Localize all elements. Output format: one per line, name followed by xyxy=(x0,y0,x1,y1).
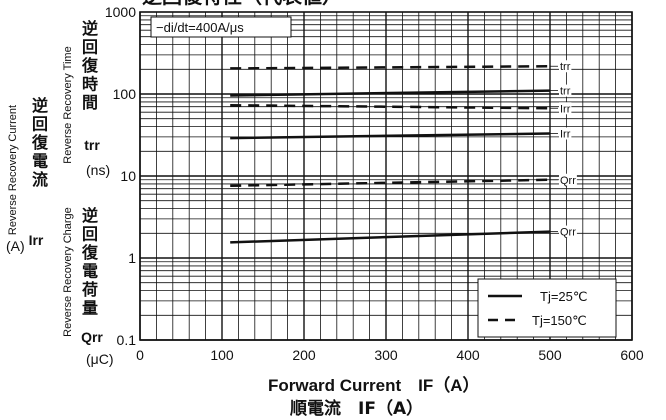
y-label-jp-char: 時 xyxy=(82,75,98,94)
y-label-unit: (A) xyxy=(6,238,25,254)
series-line-irr-25 xyxy=(230,132,551,140)
y-tick-label: 100 xyxy=(113,86,137,102)
x-tick-label: 500 xyxy=(538,347,562,363)
y-label-jp-char: 復 xyxy=(31,133,49,152)
y-tick-label: 1 xyxy=(128,250,136,266)
y-label-jp-char: 回 xyxy=(82,225,98,244)
legend-box xyxy=(477,278,617,338)
y-label-jp-char: 量 xyxy=(82,299,98,318)
legend: Tj=25℃ Tj=150℃ xyxy=(477,278,617,338)
y-label-jp-char: 回 xyxy=(82,38,98,57)
condition-box xyxy=(150,16,292,38)
series-label: Qrr xyxy=(560,227,576,239)
series-label-bg xyxy=(559,84,572,97)
series-label-bg xyxy=(559,127,572,140)
y-label-jp-char: 電 xyxy=(32,152,48,171)
x-axis-label: Forward Current IF（A） xyxy=(268,375,480,395)
series-line-qrr-25 xyxy=(230,230,551,244)
y-label-symbol: Qrr xyxy=(81,329,103,345)
y-tick-label: 1000 xyxy=(105,4,136,20)
series-line-trr-150 xyxy=(230,64,551,70)
x-tick-labels: 0 100 200 300 400 500 600 xyxy=(136,347,644,363)
y-label-en: Reverse Recovery Time xyxy=(62,46,74,163)
x-axis-label-jp: 順電流 IF（A） xyxy=(290,398,423,419)
y-label-en: Reverse Recovery Current xyxy=(7,105,19,235)
y-label-jp-char: 逆 xyxy=(32,96,48,115)
y-label-en: Reverse Recovery Charge xyxy=(62,207,74,337)
legend-label-25: Tj=25℃ xyxy=(540,289,587,304)
plot-frame xyxy=(139,11,633,341)
series-label: Qrr xyxy=(560,175,576,187)
y-label-jp-char: 復 xyxy=(81,243,99,262)
series-label: trr xyxy=(560,86,571,98)
series-label: Irr xyxy=(560,103,571,115)
series-label-bg xyxy=(559,173,577,186)
series-label-bg xyxy=(559,102,572,115)
series-line-trr-25 xyxy=(230,89,551,97)
series-label: Irr xyxy=(560,128,571,140)
data-marks: trr trr Irr Irr Qrr Qrr xyxy=(230,60,577,244)
x-tick-label: 300 xyxy=(374,347,398,363)
y-label-symbol: Irr xyxy=(29,232,44,248)
y-tick-labels: 0.1 1 10 100 1000 xyxy=(105,4,136,348)
series-label-bg xyxy=(559,60,572,73)
y-label-jp-char: 回 xyxy=(32,115,48,134)
y-label-jp-char: 逆 xyxy=(82,206,98,225)
series-label: trr xyxy=(560,61,571,73)
y-label-jp-char: 逆 xyxy=(82,19,98,38)
chart-title: 逆回復特性（代表値） xyxy=(142,0,342,8)
x-tick-label: 100 xyxy=(210,347,234,363)
y-label-jp-char: 間 xyxy=(82,93,98,112)
y-axis-labels: Reverse Recovery Time逆回復時間trr(ns)Reverse… xyxy=(6,19,114,367)
y-label-symbol: trr xyxy=(84,137,100,153)
y-label-unit: (ns) xyxy=(86,162,110,178)
x-tick-label: 400 xyxy=(456,347,480,363)
y-tick-label: 10 xyxy=(120,168,136,184)
x-tick-label: 600 xyxy=(620,347,644,363)
y-label-unit: (μC) xyxy=(86,351,114,367)
series-line-qrr-150 xyxy=(230,178,551,188)
y-label-jp-char: 流 xyxy=(32,170,48,189)
y-label-jp-char: 荷 xyxy=(82,280,98,299)
y-label-jp-char: 復 xyxy=(81,56,99,75)
y-label-jp-char: 電 xyxy=(82,262,98,281)
x-tick-label: 200 xyxy=(292,347,316,363)
y-tick-label: 0.1 xyxy=(117,332,137,348)
x-tick-label: 0 xyxy=(136,347,144,363)
condition-label: −di/dt=400A/μs xyxy=(156,20,244,35)
legend-label-150: Tj=150℃ xyxy=(532,313,587,328)
series-label-bg xyxy=(559,225,577,238)
